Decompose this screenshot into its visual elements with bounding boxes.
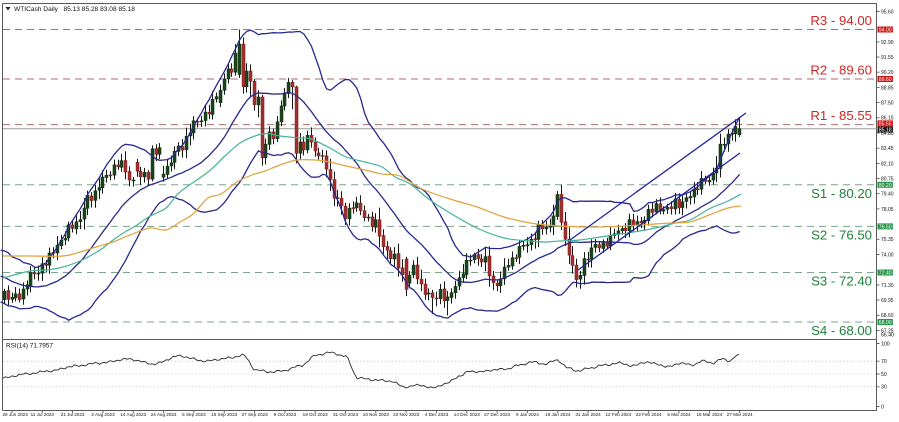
svg-text:14 Dec 2023: 14 Dec 2023 <box>454 412 480 417</box>
svg-text:S1 - 80.20: S1 - 80.20 <box>811 186 872 201</box>
svg-text:R3 - 94.00: R3 - 94.00 <box>810 13 872 28</box>
svg-text:78.05: 78.05 <box>881 207 894 213</box>
svg-text:82.10: 82.10 <box>881 161 894 167</box>
svg-text:S4 - 68.00: S4 - 68.00 <box>811 323 872 338</box>
svg-text:22 Feb 2024: 22 Feb 2024 <box>636 412 662 417</box>
svg-text:27 Dec 2023: 27 Dec 2023 <box>484 412 510 417</box>
svg-text:76.50: 76.50 <box>879 224 892 230</box>
svg-text:21 Jul 2023: 21 Jul 2023 <box>61 412 85 417</box>
svg-text:R2 - 89.60: R2 - 89.60 <box>810 63 872 78</box>
svg-text:67.25: 67.25 <box>881 328 894 334</box>
svg-text:9 Oct 2023: 9 Oct 2023 <box>274 412 297 417</box>
svg-text:24 Aug 2023: 24 Aug 2023 <box>151 412 177 417</box>
svg-text:80.20: 80.20 <box>879 183 892 189</box>
svg-text:9 Jan 2024: 9 Jan 2024 <box>516 412 539 417</box>
svg-text:12 Feb 2024: 12 Feb 2024 <box>605 412 631 417</box>
svg-text:29 Jun 2023: 29 Jun 2023 <box>3 412 29 417</box>
svg-text:68.60: 68.60 <box>881 313 894 319</box>
svg-text:91.55: 91.55 <box>881 55 894 61</box>
svg-text:RSI(14) 71.7957: RSI(14) 71.7957 <box>6 343 53 350</box>
svg-text:2 Aug 2023: 2 Aug 2023 <box>91 412 115 417</box>
svg-text:75.35: 75.35 <box>881 237 894 243</box>
svg-text:95.60: 95.60 <box>881 9 894 15</box>
svg-text:88.85: 88.85 <box>881 85 894 91</box>
svg-text:89.60: 89.60 <box>879 77 892 83</box>
svg-text:84.80: 84.80 <box>881 131 894 137</box>
svg-text:31 Oct 2023: 31 Oct 2023 <box>333 412 358 417</box>
svg-text:68.00: 68.00 <box>879 320 892 326</box>
svg-text:5 Mar 2024: 5 Mar 2024 <box>667 412 691 417</box>
svg-text:0: 0 <box>881 404 884 410</box>
svg-text:71.30: 71.30 <box>881 283 894 289</box>
svg-text:66.40: 66.40 <box>881 333 894 339</box>
svg-text:22 Nov 2023: 22 Nov 2023 <box>393 412 419 417</box>
svg-text:85.18: 85.18 <box>879 128 892 134</box>
svg-text:83.45: 83.45 <box>881 146 894 152</box>
svg-text:79.40: 79.40 <box>881 192 894 198</box>
svg-text:74.00: 74.00 <box>881 252 894 258</box>
svg-text:19 Oct 2023: 19 Oct 2023 <box>303 412 328 417</box>
svg-text:70: 70 <box>881 359 887 365</box>
svg-text:87.50: 87.50 <box>881 101 894 107</box>
svg-text:30: 30 <box>881 385 887 391</box>
svg-text:27 Mar 2024: 27 Mar 2024 <box>727 412 753 417</box>
svg-text:50: 50 <box>881 372 887 378</box>
svg-text:15 Mar 2024: 15 Mar 2024 <box>697 412 723 417</box>
svg-text:27 Sep 2023: 27 Sep 2023 <box>242 412 269 417</box>
svg-text:5 Sep 2023: 5 Sep 2023 <box>182 412 206 417</box>
svg-text:86.15: 86.15 <box>881 116 894 122</box>
svg-text:69.95: 69.95 <box>881 298 894 304</box>
svg-text:14 Aug 2023: 14 Aug 2023 <box>120 412 146 417</box>
svg-text:90.20: 90.20 <box>881 70 894 76</box>
svg-text:WTICash Daily 85.13 85.28 83: WTICash Daily 85.13 85.28 83.08 85.18 <box>14 6 135 13</box>
svg-text:15 Sep 2023: 15 Sep 2023 <box>211 412 238 417</box>
svg-text:100: 100 <box>881 341 890 347</box>
svg-text:80.75: 80.75 <box>881 177 894 183</box>
svg-text:S2 - 76.50: S2 - 76.50 <box>811 228 872 243</box>
svg-text:19 Jan 2024: 19 Jan 2024 <box>545 412 571 417</box>
svg-text:31 Jan 2024: 31 Jan 2024 <box>575 412 601 417</box>
svg-text:72.40: 72.40 <box>879 271 892 277</box>
svg-text:11 Jul 2023: 11 Jul 2023 <box>31 412 55 417</box>
svg-text:S3 - 72.40: S3 - 72.40 <box>811 274 872 289</box>
svg-text:92.90: 92.90 <box>881 40 894 46</box>
svg-text:R1 - 85.55: R1 - 85.55 <box>810 108 872 123</box>
svg-text:4 Dec 2023: 4 Dec 2023 <box>425 412 449 417</box>
svg-text:85.55: 85.55 <box>879 121 892 127</box>
svg-text:10 Nov 2023: 10 Nov 2023 <box>363 412 389 417</box>
svg-text:94.00: 94.00 <box>879 28 892 34</box>
